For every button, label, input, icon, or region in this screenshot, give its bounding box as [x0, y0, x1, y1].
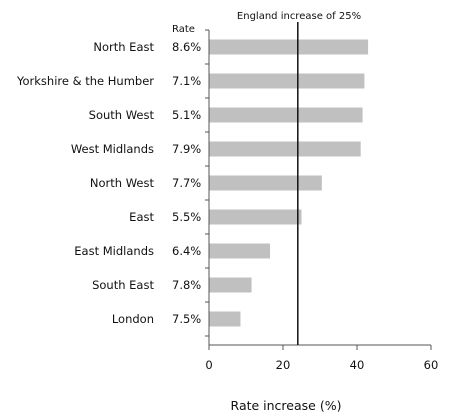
axis-layer: 0 20 40 60: [205, 22, 438, 372]
labels-layer: North East 8.6% Yorkshire & the Humber 7.1%…: [16, 40, 201, 326]
rate-value-label: 7.1%: [172, 74, 201, 88]
bar-london: [209, 311, 241, 327]
rate-value-label: 7.7%: [172, 176, 201, 190]
bar-west-midlands: [209, 141, 361, 157]
rate-column-header: Rate: [172, 24, 195, 35]
rate-value-label: 5.1%: [172, 108, 201, 122]
category-label: West Midlands: [71, 142, 154, 156]
category-label: South East: [92, 278, 154, 292]
x-axis-title: Rate increase (%): [231, 398, 342, 413]
bar-yorkshire-the-humber: [209, 73, 365, 89]
category-label: North East: [93, 40, 154, 54]
bar-south-west: [209, 107, 363, 123]
reference-line-label: England increase of 25%: [237, 11, 361, 22]
rate-value-label: 5.5%: [172, 210, 201, 224]
bar-east-midlands: [209, 243, 271, 259]
category-label: Yorkshire & the Humber: [16, 74, 154, 88]
rate-value-label: 7.8%: [172, 278, 201, 292]
category-label: London: [112, 312, 154, 326]
category-label: South West: [89, 108, 155, 122]
x-tick-label: 60: [424, 358, 439, 372]
rate-value-label: 7.9%: [172, 142, 201, 156]
x-tick-label: 20: [276, 358, 291, 372]
category-label: East: [129, 210, 154, 224]
bar-south-east: [209, 277, 252, 293]
bar-north-west: [209, 175, 322, 191]
x-tick-label: 40: [350, 358, 365, 372]
rate-value-label: 6.4%: [172, 244, 201, 258]
rate-value-label: 7.5%: [172, 312, 201, 326]
category-label: North West: [90, 176, 155, 190]
x-tick-label: 0: [205, 358, 212, 372]
category-label: East Midlands: [74, 244, 154, 258]
bars-layer: [209, 39, 369, 327]
bar-north-east: [209, 39, 369, 55]
bar-east: [209, 209, 302, 225]
rate-value-label: 8.6%: [172, 40, 201, 54]
